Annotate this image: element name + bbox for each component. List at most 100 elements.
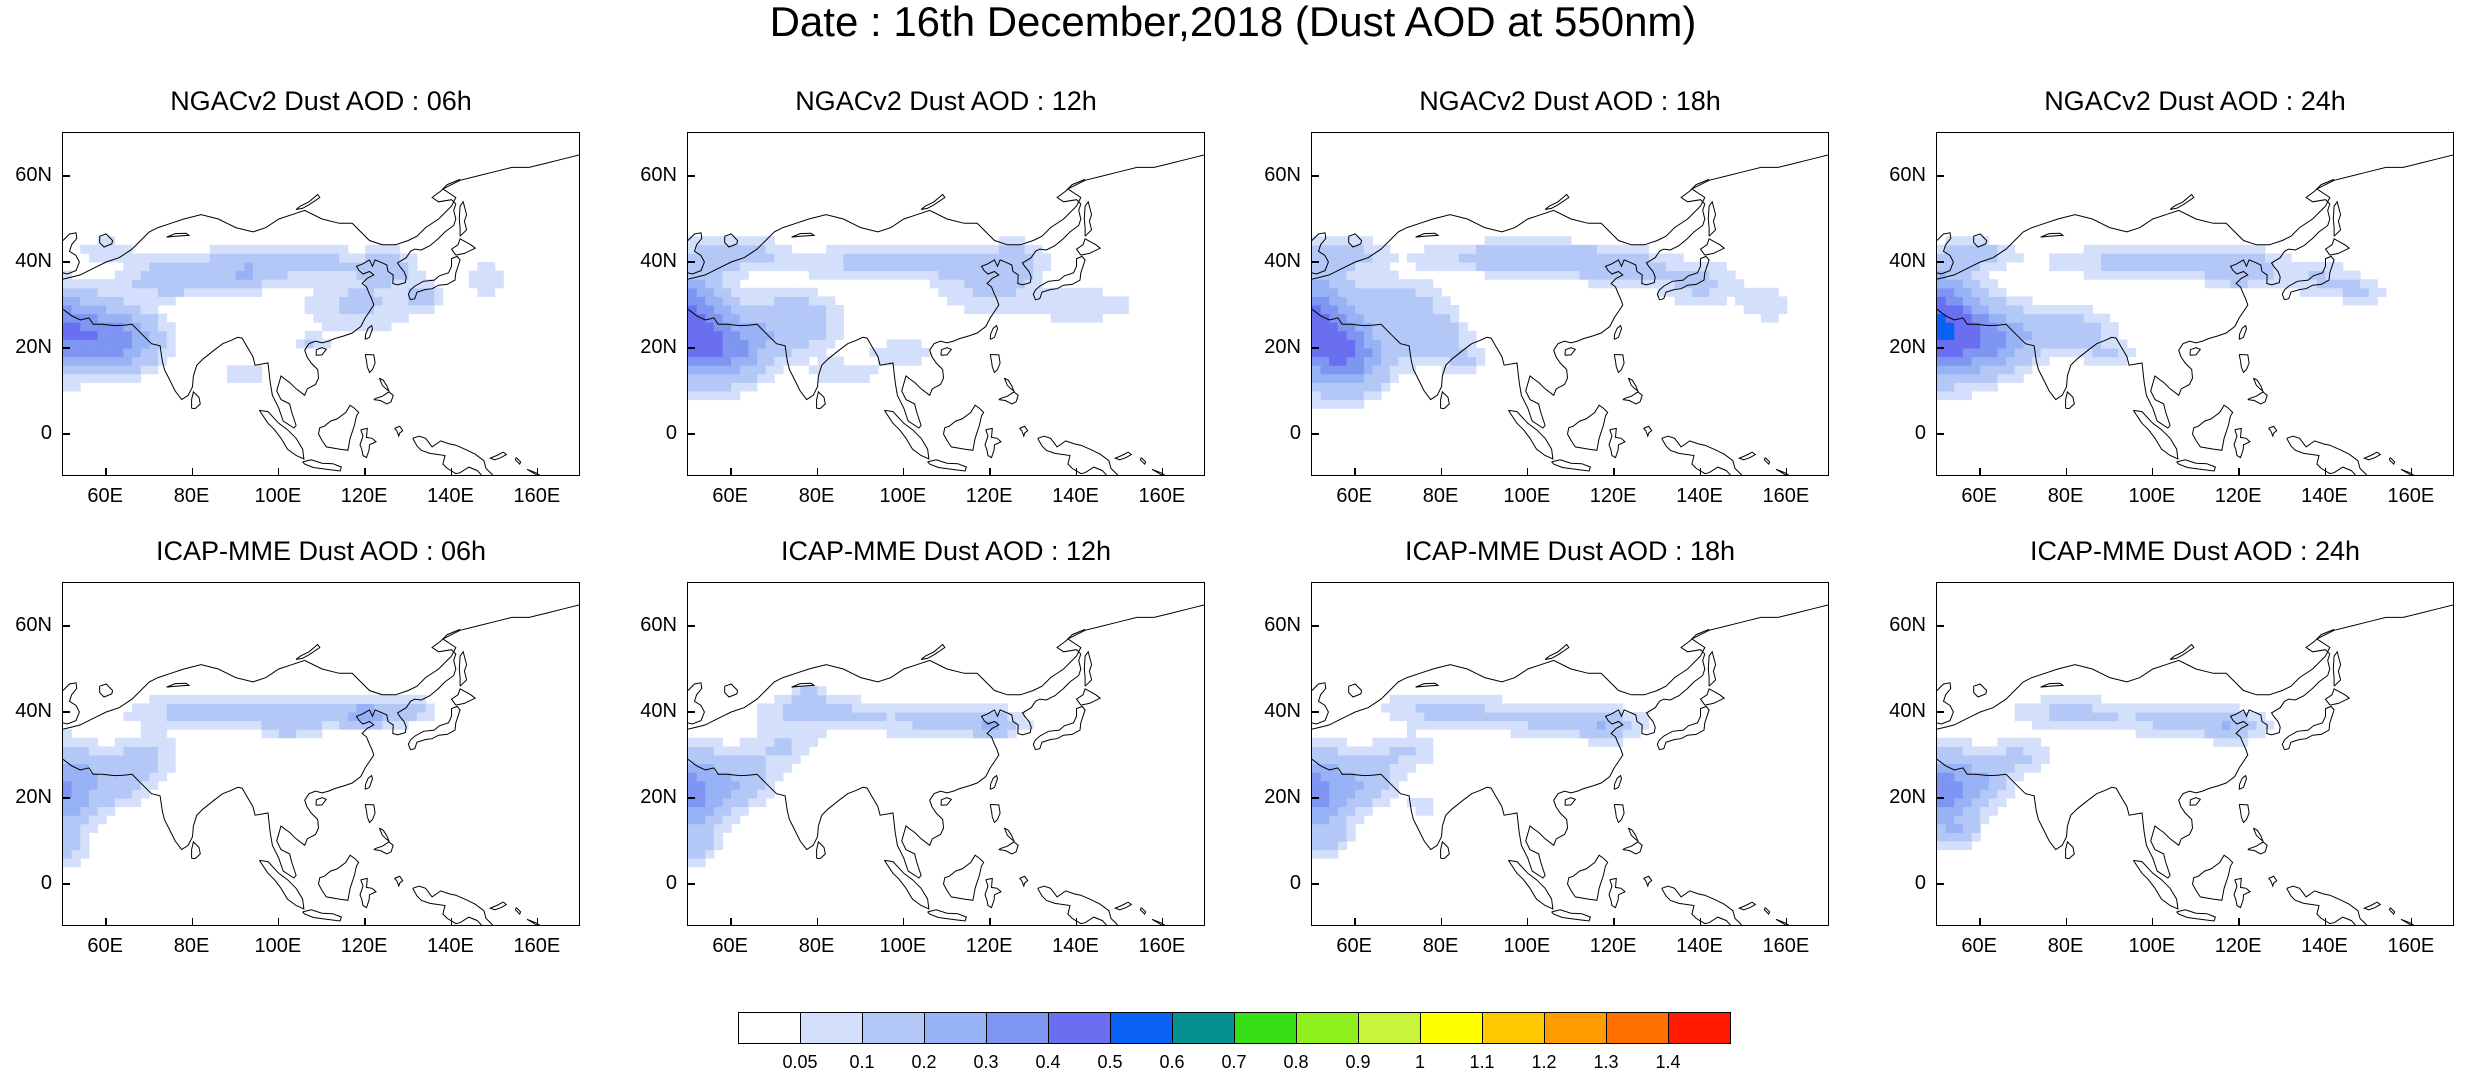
- aod-cell: [339, 712, 349, 722]
- aod-cell: [1648, 262, 1658, 272]
- aod-cell: [990, 729, 1000, 739]
- aod-cell: [998, 244, 1008, 254]
- coastline: [2238, 774, 2248, 790]
- aod-cell: [1717, 262, 1727, 272]
- aod-cell: [114, 339, 124, 349]
- aod-cell: [1605, 729, 1615, 739]
- coastline: [1003, 377, 1016, 393]
- aod-cell: [1640, 262, 1650, 272]
- aod-cell: [1312, 823, 1322, 833]
- aod-cell: [2031, 305, 2042, 315]
- aod-cell: [1971, 373, 1981, 383]
- aod-cell: [981, 296, 991, 306]
- aod-cell: [88, 305, 99, 315]
- aod-cell: [774, 694, 784, 704]
- aod-cell: [63, 849, 73, 859]
- aod-cell: [270, 253, 280, 263]
- aod-cell: [2230, 244, 2240, 254]
- aod-cell: [391, 244, 401, 254]
- aod-cell: [373, 279, 383, 289]
- aod-cell: [97, 780, 107, 790]
- aod-cell: [722, 330, 732, 340]
- aod-cell: [1988, 287, 1998, 297]
- aod-cell: [1971, 313, 1981, 323]
- aod-cell: [2040, 313, 2050, 323]
- aod-cell: [1945, 737, 1955, 747]
- aod-cell: [1398, 712, 1408, 722]
- aod-cell: [1024, 296, 1034, 306]
- aod-cell: [1997, 253, 2007, 263]
- aod-cell: [132, 789, 142, 799]
- y-tick-label: 60N: [1889, 164, 1926, 186]
- aod-cell: [722, 772, 732, 782]
- aod-cell: [869, 244, 879, 254]
- aod-cell: [2178, 253, 2188, 263]
- aod-cell: [808, 737, 818, 747]
- coastline: [2233, 427, 2251, 459]
- aod-cell: [2066, 330, 2076, 340]
- aod-cell: [1743, 296, 1753, 306]
- aod-cell: [287, 270, 297, 280]
- aod-cell: [1372, 339, 1382, 349]
- aod-cell: [791, 313, 801, 323]
- aod-cell: [149, 780, 159, 790]
- aod-cell: [2075, 339, 2085, 349]
- aod-cell: [2049, 262, 2059, 272]
- aod-cell: [981, 279, 991, 289]
- aod-cell: [1355, 296, 1365, 306]
- aod-cell: [1424, 279, 1434, 289]
- aod-cell: [688, 858, 698, 868]
- aod-cell: [1312, 789, 1322, 799]
- coastline: [2132, 409, 2179, 460]
- coastline: [407, 255, 461, 301]
- aod-cell: [774, 322, 784, 332]
- aod-cell: [843, 244, 853, 254]
- aod-cell: [391, 313, 401, 323]
- aod-cell: [2006, 296, 2016, 306]
- aod-cell: [2247, 270, 2257, 280]
- aod-cell: [140, 348, 150, 358]
- aod-cell: [1527, 253, 1537, 263]
- aod-cell: [938, 712, 948, 722]
- y-tick-label: 40N: [640, 250, 677, 272]
- aod-cell: [1016, 253, 1026, 263]
- aod-cell: [860, 720, 870, 730]
- aod-cell: [63, 832, 73, 842]
- aod-cell: [1665, 270, 1676, 280]
- aod-cell: [1614, 712, 1624, 722]
- aod-cell: [1389, 755, 1399, 765]
- aod-cell: [1484, 262, 1494, 272]
- aod-cell: [1493, 270, 1503, 280]
- aod-cell: [2049, 322, 2059, 332]
- aod-cell: [1709, 287, 1719, 297]
- aod-cell: [123, 253, 133, 263]
- aod-cell: [998, 253, 1008, 263]
- aod-cell: [1997, 755, 2007, 765]
- aod-cell: [252, 365, 263, 375]
- aod-cell: [175, 253, 185, 263]
- x-tick-mark: [536, 918, 539, 926]
- aod-cell: [1735, 279, 1745, 289]
- aod-cell: [1484, 236, 1494, 246]
- aod-cell: [80, 365, 90, 375]
- aod-cell: [834, 373, 844, 383]
- aod-cell: [2014, 703, 2024, 713]
- aod-cell: [1329, 832, 1339, 842]
- aod-cell: [2265, 279, 2275, 289]
- aod-cell: [808, 720, 818, 730]
- aod-cell: [140, 322, 150, 332]
- y-tick-mark: [62, 347, 70, 349]
- aod-cell: [1320, 262, 1330, 272]
- aod-cell: [183, 694, 193, 704]
- coastline: [394, 875, 404, 888]
- x-tick-mark: [1161, 468, 1164, 476]
- aod-cell: [791, 712, 801, 722]
- aod-cell: [964, 270, 974, 280]
- aod-cell: [1760, 313, 1771, 323]
- aod-cell: [1962, 348, 1973, 358]
- aod-cell: [1709, 296, 1719, 306]
- aod-cell: [1007, 236, 1017, 246]
- aod-cell: [97, 313, 107, 323]
- aod-cell: [71, 823, 81, 833]
- aod-cell: [1441, 365, 1451, 375]
